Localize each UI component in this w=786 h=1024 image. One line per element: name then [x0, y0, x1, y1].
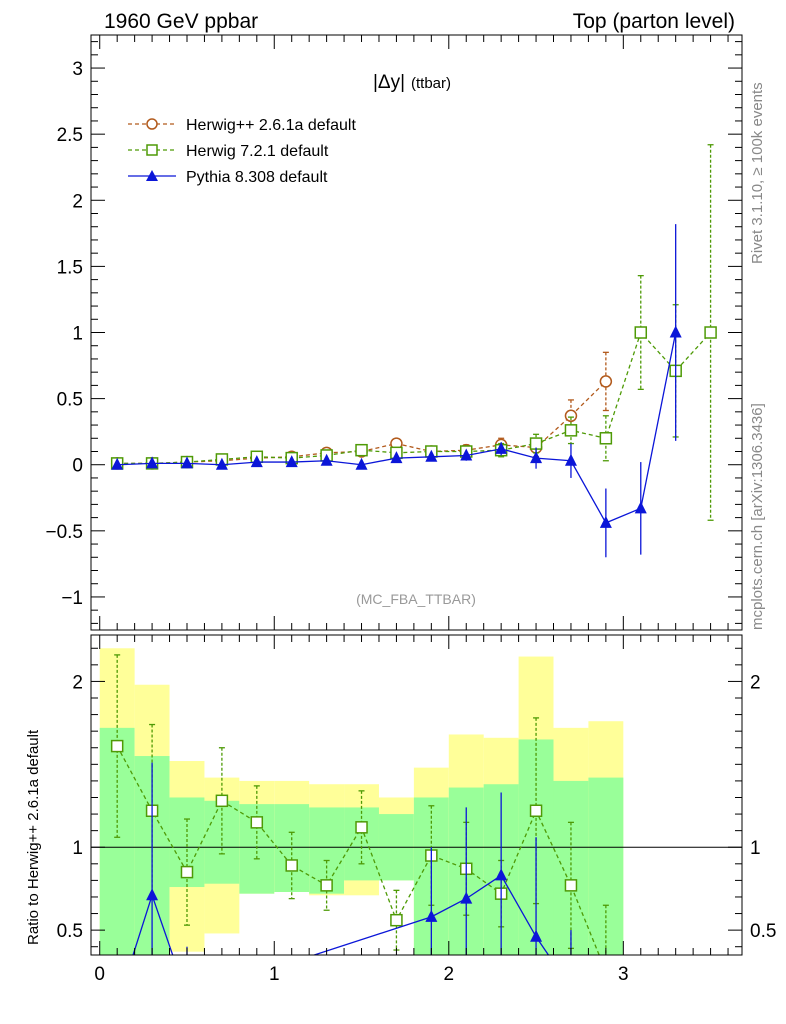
legend-marker-herwigpp: [146, 118, 158, 130]
main-s2-line: [117, 332, 677, 524]
main-s2-point: [111, 457, 124, 470]
ratio-ytick-label: 1: [72, 838, 83, 859]
main-s2-point: [320, 453, 333, 466]
main-s0-line: [117, 380, 607, 465]
ratio-s0-point: [564, 879, 578, 892]
main-s0-point: [564, 409, 578, 423]
ratio-s0-point: [320, 879, 333, 892]
main-ytick-label: 2: [72, 191, 83, 212]
ratio-panel: 0.5 0.5 1 1 2 2 0 1 2 3 Ratio to Herwig++ 2.6.1a …: [25, 634, 776, 1010]
header-right: Top (parton level): [573, 10, 735, 33]
main-s2-point: [530, 451, 543, 464]
legend-entry-pythia: Pythia 8.308 default: [128, 169, 328, 186]
ratio-s0-point: [215, 794, 229, 808]
mcplots-label: mcplots.cern.ch [arXiv:1306.3436]: [749, 403, 766, 630]
main-axis-ticks: −1 −0.5 0 0.5 1 1.5 2 2.5 3: [45, 35, 742, 630]
main-title-sub: (ttbar): [411, 75, 451, 92]
ratio-s1-series: [111, 762, 577, 1010]
ratio-s1-point: [530, 929, 543, 942]
ratio-s0-point: [285, 859, 298, 872]
main-s2-point: [495, 441, 508, 454]
ratio-s0-point: [110, 739, 124, 753]
ratio-s0-point: [250, 816, 264, 829]
main-s2-point: [180, 456, 193, 469]
ratio-ytick-label-right: 1: [750, 838, 761, 859]
main-s2-point: [460, 448, 473, 461]
main-ytick-label: 1: [72, 324, 83, 345]
main-ytick-label: −1: [61, 588, 83, 609]
legend-entry-herwig7: Herwig 7.2.1 default: [128, 143, 329, 160]
ratio-s0-point: [355, 821, 368, 834]
main-s1-point: [529, 437, 543, 450]
main-s2-point: [146, 456, 159, 469]
ratio-s1-point: [181, 989, 193, 1001]
main-s1-point: [355, 443, 368, 457]
ratio-s0-point: [390, 913, 403, 927]
ratio-band-inner: [588, 777, 624, 955]
legend-entry-herwigpp: Herwig++ 2.6.1a default: [128, 117, 356, 134]
watermark: (MC_FBA_TTBAR): [356, 591, 476, 607]
rivet-label: Rivet 3.1.10, ≥ 100k events: [749, 82, 766, 264]
ratio-s0-point: [529, 804, 543, 818]
ratio-band-inner: [344, 807, 379, 881]
legend-marker-herwig7: [146, 144, 158, 156]
main-title: |Δy|: [373, 72, 405, 93]
main-ytick-label: 0.5: [57, 390, 83, 411]
legend-label-pythia: Pythia 8.308 default: [186, 169, 328, 186]
ratio-ytick-label-right: 2: [750, 672, 761, 693]
ratio-ytick-label: 0.5: [57, 921, 83, 942]
main-s1-point: [704, 326, 717, 339]
header-left: 1960 GeV ppbar: [104, 10, 258, 33]
ratio-xtick-label: 3: [618, 964, 629, 985]
legend: Herwig++ 2.6.1a default Herwig 7.2.1 def…: [128, 117, 356, 186]
main-s2-point: [250, 455, 263, 468]
ratio-s1-point: [565, 981, 577, 993]
main-s1-point: [599, 432, 613, 445]
main-s1-point: [634, 326, 648, 339]
legend-marker-pythia: [146, 170, 158, 181]
main-ytick-label: −0.5: [45, 522, 83, 543]
ratio-s0-point: [180, 865, 194, 879]
ratio-ylabel: Ratio to Herwig++ 2.6.1a default: [25, 729, 42, 945]
main-s2-series: [111, 224, 682, 558]
main-s2-point: [634, 501, 647, 514]
ratio-s1-point: [460, 891, 473, 904]
ratio-series-group: [110, 654, 611, 1010]
main-s2-point: [599, 515, 612, 528]
ratio-xtick-label: 0: [94, 964, 105, 985]
ratio-axis-ticks: 0.5 0.5 1 1 2 2 0 1 2 3: [57, 635, 776, 985]
main-series-group: [110, 144, 717, 558]
ratio-band-inner: [99, 727, 135, 955]
main-s2-point: [285, 455, 298, 468]
main-ytick-label: 1.5: [57, 257, 83, 278]
ratio-s1-point: [111, 998, 123, 1010]
main-ytick-label: 0: [72, 456, 83, 477]
legend-label-herwigpp: Herwig++ 2.6.1a default: [186, 117, 356, 134]
ratio-s1-point: [425, 909, 438, 922]
legend-label-herwig7: Herwig 7.2.1 default: [186, 143, 329, 160]
main-s1-line: [117, 331, 712, 465]
ratio-s0-point: [600, 966, 611, 977]
main-s2-point: [564, 453, 577, 466]
ratio-s1-point: [146, 888, 159, 901]
ratio-frame: [90, 634, 743, 956]
main-s2-point: [390, 451, 403, 464]
ratio-ytick-label-right: 0.5: [750, 921, 776, 942]
ratio-ytick-label: 2: [72, 672, 83, 693]
main-s2-point: [355, 457, 368, 470]
main-ytick-label: 2.5: [57, 125, 83, 146]
main-s0-point: [599, 375, 613, 388]
ratio-s1-line: [132, 874, 550, 955]
main-s1-point: [564, 424, 578, 437]
main-s2-point: [669, 325, 682, 338]
ratio-xtick-label: 1: [269, 964, 280, 985]
main-panel: −1 −0.5 0 0.5 1 1.5 2 2.5 3 |Δy| (ttbar) (MC_FBA…: [45, 34, 743, 631]
main-ytick-label: 3: [72, 59, 83, 80]
main-s2-point: [425, 449, 438, 462]
ratio-xtick-label: 2: [443, 964, 454, 985]
main-s2-point: [215, 457, 228, 470]
ratio-s1-point: [495, 868, 508, 881]
